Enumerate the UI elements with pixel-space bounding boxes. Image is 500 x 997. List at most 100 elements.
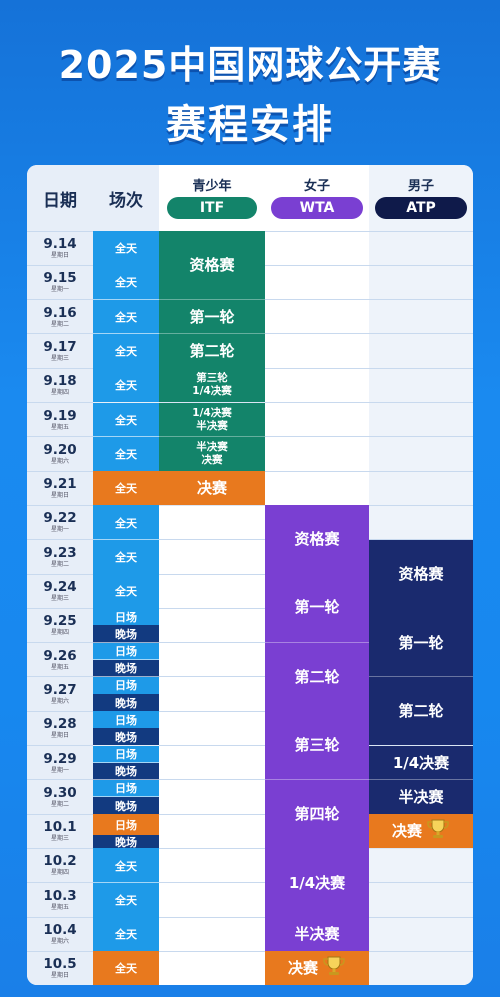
date-cell: 9.14 星期日 [27, 237, 93, 259]
page-subtitle: 赛程安排 [166, 102, 334, 148]
itf-round-label: 第二轮 [189, 342, 235, 361]
wta-block: 资格赛 [265, 505, 369, 573]
date-cell: 10.1 星期三 [27, 820, 93, 842]
weekday-label: 星期二 [50, 800, 69, 808]
itf-round-label: 决赛 [201, 453, 223, 466]
weekday-label: 星期一 [50, 526, 69, 534]
date-label: 9.18 [43, 373, 77, 390]
atp-round-label: 半决赛 [398, 787, 444, 806]
atp-block: 第一轮 [369, 608, 473, 677]
session-cell: 全天 [93, 574, 159, 609]
date-cell: 10.4 星期六 [27, 923, 93, 945]
session-cell: 晚场 [93, 694, 159, 712]
wta-round-label: 第三轮 [294, 736, 340, 755]
date-cell: 9.29 星期一 [27, 752, 93, 774]
trophy-icon [322, 955, 346, 981]
weekday-label: 星期四 [50, 389, 69, 397]
session-cell: 日场 [93, 642, 159, 660]
session-cell: 日场 [93, 676, 159, 695]
date-cell: 9.20 星期六 [27, 443, 93, 465]
weekday-label: 星期三 [50, 595, 69, 602]
weekday-label: 星期二 [50, 320, 69, 328]
date-label: 9.17 [43, 338, 77, 355]
row-divider [27, 882, 473, 884]
session-cell: 全天 [93, 231, 159, 266]
date-cell: 9.19 星期五 [27, 409, 93, 431]
wta-round-label: 第一轮 [294, 598, 340, 617]
date-label: 9.19 [43, 407, 77, 424]
row-divider [27, 676, 473, 678]
session-cell: 全天 [93, 436, 159, 472]
row-divider [27, 607, 473, 609]
date-cell: 9.15 星期一 [27, 271, 93, 293]
session-cell: 全天 [93, 505, 159, 540]
session-cell: 晚场 [93, 659, 159, 677]
date-cell: 9.27 星期六 [27, 683, 93, 705]
session-cell: 日场 [93, 779, 159, 797]
weekday-label: 星期五 [50, 903, 69, 911]
row-divider [27, 539, 473, 541]
session-cell: 全天 [93, 299, 159, 334]
row-divider [27, 950, 473, 952]
session-cell: 全天 [93, 265, 159, 300]
date-label: 9.26 [43, 647, 77, 664]
date-cell: 9.17 星期三 [27, 340, 93, 362]
row-divider [27, 813, 473, 815]
youth-header-label: 青少年 [192, 179, 232, 194]
date-label: 9.24 [43, 579, 77, 595]
wta-round-label: 资格赛 [294, 529, 340, 548]
date-cell: 9.25 星期四 [27, 614, 93, 636]
atp-block: 1/4决赛 [369, 745, 473, 780]
women-header-label: 女子 [303, 179, 330, 194]
itf-pill: ITF [167, 197, 257, 219]
row-divider [27, 847, 473, 849]
row-divider [27, 779, 473, 781]
weekday-label: 星期日 [50, 732, 69, 740]
itf-block: 第二轮 [159, 333, 265, 369]
row-divider [27, 710, 473, 712]
session-cell: 日场 [93, 608, 159, 626]
atp-round-label: 资格赛 [398, 564, 444, 583]
date-label: 9.22 [43, 510, 77, 527]
session-cell: 全天 [93, 471, 159, 506]
wta-block: 半决赛 [265, 917, 369, 952]
session-cell: 晚场 [93, 762, 159, 780]
wta-round-label: 第二轮 [294, 667, 340, 686]
session-cell: 晚场 [93, 728, 159, 746]
wta-round-label: 第四轮 [294, 805, 340, 824]
wta-block: 决赛 [265, 951, 369, 985]
block-divider [369, 847, 473, 849]
atp-block: 资格赛 [369, 539, 473, 609]
session-header-label: 场次 [109, 190, 143, 211]
row-divider [27, 642, 473, 644]
date-label: 10.5 [43, 956, 77, 973]
page-title: 2025中国网球公开赛 [58, 43, 442, 87]
itf-round-label: 决赛 [196, 479, 227, 498]
itf-round-label: 资格赛 [189, 256, 235, 275]
weekday-label: 星期四 [50, 629, 69, 637]
atp-block: 决赛 [369, 814, 473, 849]
session-cell: 日场 [93, 814, 159, 836]
session-cell: 晚场 [93, 835, 159, 849]
men-header-label: 男子 [407, 179, 434, 194]
date-header: 日期 [27, 165, 93, 231]
itf-block: 第三轮 1/4决赛 [159, 368, 265, 403]
session-cell: 全天 [93, 539, 159, 574]
date-label: 9.14 [43, 236, 77, 252]
date-header-label: 日期 [43, 190, 77, 211]
session-cell: 晚场 [93, 796, 159, 815]
itf-round-label: 1/4决赛 [192, 406, 232, 419]
date-cell: 9.16 星期二 [27, 306, 93, 328]
session-cell: 全天 [93, 917, 159, 952]
row-divider [27, 504, 473, 506]
date-cell: 10.2 星期四 [27, 854, 93, 876]
wta-round-label: 半决赛 [294, 925, 340, 944]
session-cell: 晚场 [93, 625, 159, 643]
date-label: 10.2 [43, 853, 77, 870]
date-label: 9.25 [43, 613, 77, 630]
atp-round-label: 第一轮 [398, 633, 444, 652]
date-cell: 9.28 星期日 [27, 717, 93, 739]
session-cell: 日场 [93, 711, 159, 729]
date-label: 9.29 [43, 750, 77, 767]
row-divider [27, 916, 473, 918]
